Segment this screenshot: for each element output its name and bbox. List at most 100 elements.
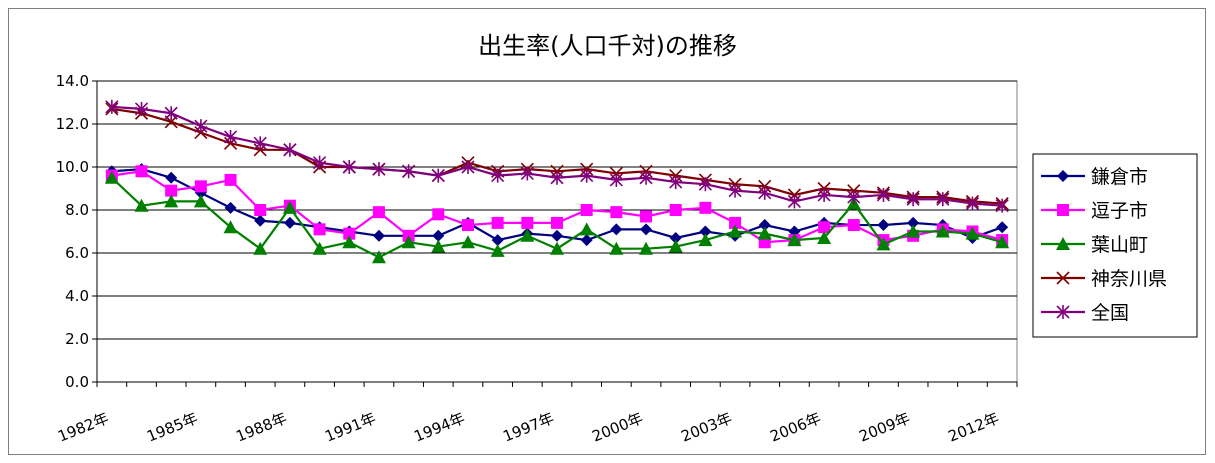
data-point [223, 220, 238, 234]
x-tick-label: 2012年 [946, 409, 1002, 446]
data-point [758, 185, 772, 200]
data-point [551, 216, 563, 229]
x-tick-label: 2000年 [589, 409, 645, 446]
data-point [699, 225, 712, 238]
data-point [787, 194, 801, 209]
legend-label: 逗子市 [1091, 200, 1148, 222]
data-point [580, 234, 593, 247]
y-tick-label: 14.0 [56, 72, 89, 90]
data-point [817, 230, 832, 244]
data-point [550, 241, 564, 255]
data-point [877, 219, 890, 232]
data-point [520, 228, 535, 242]
data-point [639, 241, 654, 255]
x-tick-label: 2006年 [768, 409, 824, 446]
y-tick-label: 10.0 [56, 158, 89, 176]
data-point [491, 234, 504, 247]
data-point [372, 229, 385, 242]
data-point [936, 192, 950, 207]
data-point [282, 200, 297, 214]
data-point [134, 101, 149, 116]
data-point [876, 237, 891, 251]
data-point [194, 180, 207, 193]
data-point [165, 171, 178, 184]
data-point [104, 170, 119, 184]
data-point [1056, 237, 1070, 250]
data-point [580, 204, 593, 216]
y-tick-label: 8.0 [65, 201, 89, 219]
x-tick-label: 1997年 [500, 409, 556, 446]
legend-item: 逗子市 [1041, 200, 1148, 222]
data-point [491, 168, 505, 183]
data-point [906, 192, 920, 207]
legend-item: 葉山町 [1041, 234, 1148, 256]
legend-item: 神奈川県 [1041, 268, 1167, 290]
data-point [371, 250, 386, 264]
data-point [105, 99, 119, 114]
series-4 [105, 102, 1009, 211]
data-point [343, 227, 356, 240]
data-point [640, 223, 653, 236]
y-tick-label: 12.0 [56, 115, 89, 133]
data-point [669, 204, 682, 216]
data-point [461, 219, 474, 232]
data-point [402, 164, 416, 179]
data-point [461, 160, 475, 174]
data-point [165, 184, 178, 197]
data-point [283, 216, 296, 229]
data-point [313, 223, 326, 236]
data-point [639, 170, 653, 185]
data-point [610, 206, 623, 219]
data-point [965, 196, 980, 211]
data-point [847, 190, 861, 205]
data-point [135, 165, 148, 178]
data-point [491, 216, 504, 229]
data-point [223, 129, 238, 144]
marker-stroke [1056, 271, 1070, 285]
data-point [787, 233, 802, 247]
data-point [698, 233, 713, 247]
data-point [432, 229, 445, 242]
gridlines [96, 80, 1018, 383]
data-point [580, 168, 594, 183]
legend-label: 鎌倉市 [1091, 166, 1148, 188]
data-point [757, 226, 772, 240]
data-point [372, 162, 386, 177]
data-point [432, 208, 445, 221]
x-tick-label: 1985年 [144, 409, 200, 446]
data-point [194, 119, 208, 134]
legend-label: 全国 [1091, 302, 1129, 324]
data-point [728, 224, 743, 238]
data-point [312, 241, 327, 255]
data-point [907, 216, 920, 229]
data-point [313, 155, 327, 170]
data-point [164, 106, 178, 121]
data-point [965, 226, 980, 240]
series-lines [104, 99, 1010, 264]
data-point [253, 136, 267, 151]
data-point [609, 172, 623, 187]
x-tick-label: 1994年 [411, 409, 467, 446]
data-point [935, 224, 950, 238]
y-tick-label: 6.0 [65, 244, 89, 262]
data-point [431, 239, 446, 253]
data-point [342, 235, 357, 249]
data-point [729, 216, 742, 229]
legend-item: 鎌倉市 [1041, 166, 1148, 188]
series-2 [105, 165, 1009, 249]
data-point [224, 201, 237, 214]
data-point [669, 231, 682, 244]
data-point [996, 221, 1009, 234]
data-point [610, 223, 623, 236]
data-point [579, 222, 594, 236]
data-point [609, 241, 624, 255]
data-point [995, 235, 1010, 249]
data-point [728, 183, 742, 198]
data-point [906, 224, 921, 238]
data-point [1056, 305, 1070, 319]
data-point [401, 235, 416, 249]
y-tick-label: 0.0 [65, 373, 89, 391]
data-point [1056, 271, 1070, 285]
data-point [817, 187, 831, 202]
